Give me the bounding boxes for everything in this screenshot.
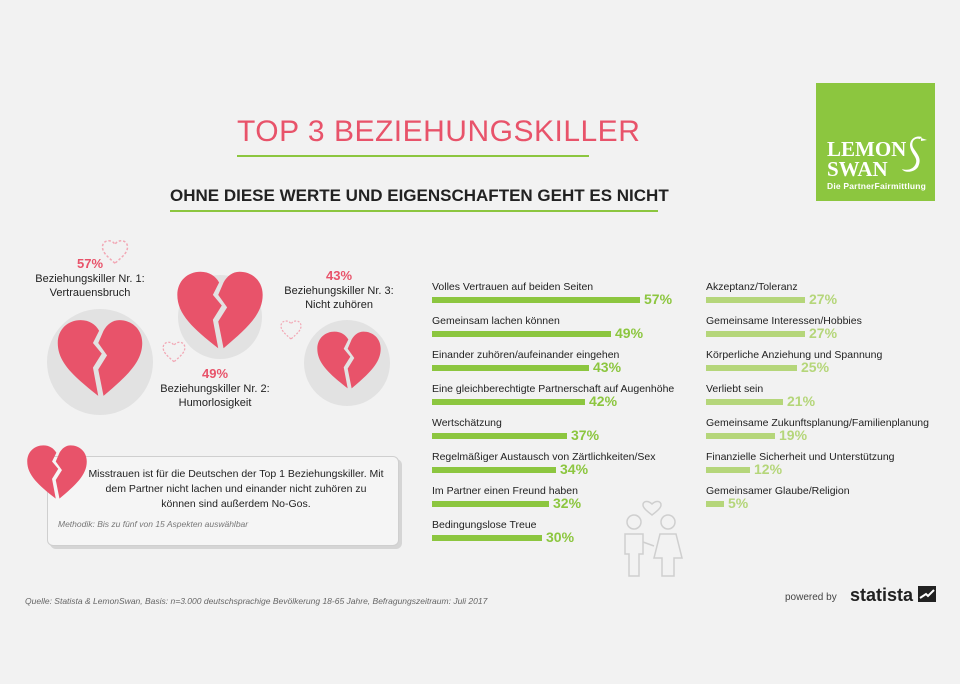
bar-value: 37% <box>571 427 600 443</box>
bar-value: 30% <box>546 529 575 545</box>
bar-label: Eine gleichberechtigte Partnerschaft auf… <box>432 383 675 395</box>
broken-heart-icon <box>177 271 263 349</box>
bar-label: Gemeinsamer Glaube/Religion <box>706 485 850 497</box>
killer-1-name: Vertrauensbruch <box>49 287 131 299</box>
bar <box>706 297 805 303</box>
bar-value: 12% <box>754 461 783 477</box>
logo-tagline: Die PartnerFairmittlung <box>827 181 927 191</box>
broken-heart-icon <box>57 320 143 396</box>
bar-value: 57% <box>644 291 673 307</box>
bar <box>432 433 567 439</box>
bar-label: Gemeinsam lachen können <box>432 315 560 327</box>
bar-label: Volles Vertrauen auf beiden Seiten <box>432 281 594 293</box>
bar <box>706 331 805 337</box>
bar <box>432 535 542 541</box>
statista-icon <box>918 586 937 602</box>
bar-label: Einander zuhören/aufeinander eingehen <box>432 349 620 361</box>
killer-3-pct: 43% <box>325 268 353 283</box>
killer-3: 43% Beziehungskiller Nr. 3: Nicht zuhöre… <box>276 268 402 312</box>
info-box: Misstrauen ist für die Deutschen der Top… <box>47 456 399 546</box>
bar-label: Akzeptanz/Toleranz <box>706 281 798 293</box>
statista-logo: statista <box>850 585 937 606</box>
killer-3-label: Beziehungskiller Nr. 3: <box>284 285 394 297</box>
killer-1-label: Beziehungskiller Nr. 1: <box>35 273 145 285</box>
logo-line-1: LEMON <box>827 137 907 161</box>
bar <box>432 467 556 473</box>
bar <box>432 399 585 405</box>
bar <box>432 297 640 303</box>
bar-label: Bedingungslose Treue <box>432 519 537 531</box>
statista-wordmark: statista <box>850 585 914 605</box>
bar-value: 19% <box>779 427 808 443</box>
bar-value: 43% <box>593 359 622 375</box>
bar-value: 27% <box>809 325 838 341</box>
source-note: Quelle: Statista & LemonSwan, Basis: n=3… <box>25 596 488 606</box>
swan-icon <box>902 136 927 172</box>
couple-icon <box>624 500 683 577</box>
killer-2-name: Humorlosigkeit <box>178 397 252 409</box>
killer-2-label: Beziehungskiller Nr. 2: <box>160 383 270 395</box>
bar-value: 21% <box>787 393 816 409</box>
bar <box>706 365 797 371</box>
bar-value: 5% <box>728 495 749 511</box>
logo-line-2: SWAN <box>827 157 888 181</box>
bar <box>706 467 750 473</box>
bar-label: Gemeinsame Zukunftsplanung/Familienplanu… <box>706 417 929 429</box>
bar-value: 49% <box>615 325 644 341</box>
bar <box>432 365 589 371</box>
page-subtitle: OHNE DIESE WERTE UND EIGENSCHAFTEN GEHT … <box>170 186 669 205</box>
killer-1-pct: 57% <box>76 256 104 271</box>
method-note: Methodik: Bis zu fünf von 15 Aspekten au… <box>58 519 249 529</box>
bar-label: Wertschätzung <box>432 417 502 429</box>
info-text: Misstrauen ist für die Deutschen der Top… <box>88 468 384 510</box>
bar <box>706 399 783 405</box>
broken-heart-icon <box>317 331 381 389</box>
bar <box>432 501 549 507</box>
bar-label: Finanzielle Sicherheit und Unterstützung <box>706 451 895 463</box>
broken-heart-icon <box>27 445 87 499</box>
page-title: TOP 3 BEZIEHUNGSKILLER <box>237 115 641 148</box>
bar-value: 25% <box>801 359 830 375</box>
title-divider <box>237 155 589 157</box>
subtitle-divider <box>170 210 658 212</box>
killer-2: 49% Beziehungskiller Nr. 2: Humorlosigke… <box>150 366 280 410</box>
bar-label: Gemeinsame Interessen/Hobbies <box>706 315 862 327</box>
bar-value: 42% <box>589 393 618 409</box>
powered-by: powered by <box>785 592 837 603</box>
killer-3-name: Nicht zuhören <box>305 299 373 311</box>
killer-2-pct: 49% <box>201 366 229 381</box>
bar-value: 32% <box>553 495 582 511</box>
bar-label: Im Partner einen Freund haben <box>432 485 578 497</box>
bar-label: Regelmäßiger Austausch von Zärtlichkeite… <box>432 451 656 463</box>
lemonswan-logo: LEMON SWAN Die PartnerFairmittlung <box>816 83 935 201</box>
bar <box>432 331 611 337</box>
bar-label: Körperliche Anziehung und Spannung <box>706 349 883 361</box>
bar <box>706 433 775 439</box>
bar-value: 34% <box>560 461 589 477</box>
outline-heart-icon <box>280 320 302 340</box>
outline-heart-icon <box>162 341 186 363</box>
bar-value: 27% <box>809 291 838 307</box>
bar <box>706 501 724 507</box>
bar-label: Verliebt sein <box>706 383 764 395</box>
killer-1: 57% Beziehungskiller Nr. 1: Vertrauensbr… <box>20 256 160 300</box>
